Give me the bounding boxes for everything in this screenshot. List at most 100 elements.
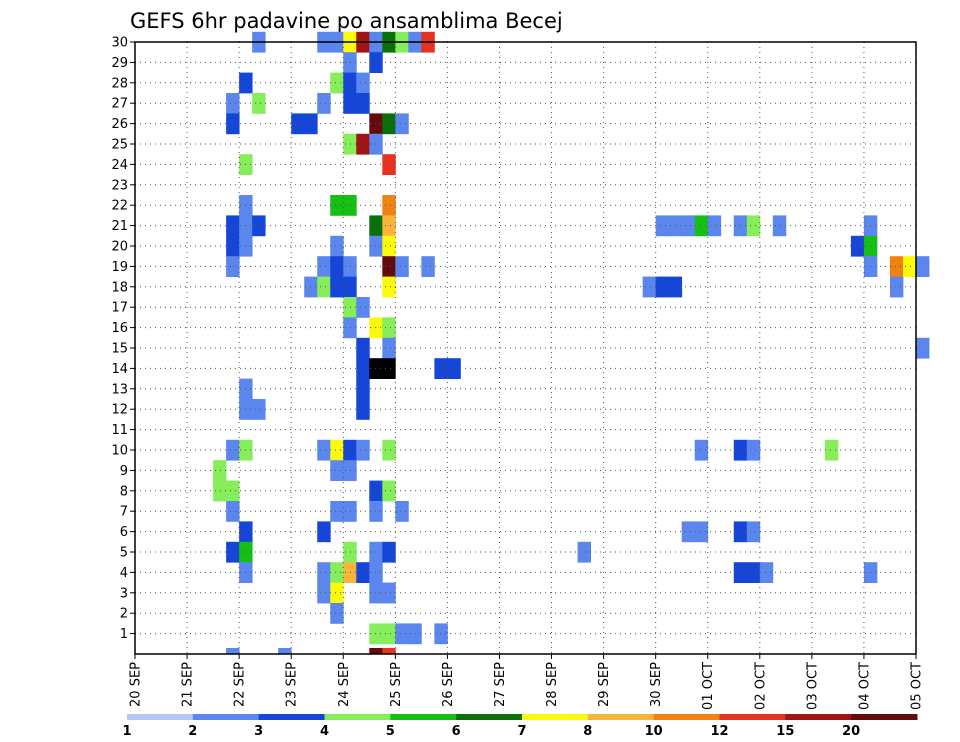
heatmap-cell	[226, 235, 240, 257]
x-tick-label: 21 SEP	[181, 662, 196, 707]
colorbar-label: 15	[776, 724, 794, 739]
heatmap-cell	[694, 521, 709, 543]
heatmap-cell	[356, 297, 370, 318]
heatmap-cell	[395, 256, 409, 277]
heatmap-cell	[369, 623, 383, 645]
colorbar-swatch	[851, 714, 918, 720]
y-tick-label: 26	[111, 117, 128, 132]
heatmap-cell	[252, 215, 266, 237]
y-tick-label: 25	[111, 138, 128, 153]
y-tick-label: 3	[120, 586, 128, 601]
heatmap-cell	[369, 541, 383, 563]
y-tick-label: 2	[120, 607, 128, 622]
x-tick-label: 23 SEP	[285, 662, 300, 707]
colorbar-swatch	[653, 714, 720, 720]
heatmap-cell	[356, 562, 370, 583]
heatmap-cell	[343, 276, 357, 298]
heatmap-cell	[330, 235, 344, 257]
heatmap-cell	[226, 648, 240, 655]
heatmap-cell	[369, 133, 383, 155]
heatmap-cell	[213, 480, 227, 502]
heatmap-cell	[382, 358, 396, 379]
heatmap-cell	[772, 215, 787, 237]
heatmap-cell	[421, 256, 435, 277]
heatmap-cell	[343, 72, 357, 94]
heatmap-cell	[278, 648, 292, 655]
x-tick-label: 01 OCT	[701, 662, 716, 710]
colorbar-swatch	[522, 714, 589, 720]
axis-layer: 1234567891011121314151617181920212223242…	[111, 36, 924, 710]
heatmap-cell	[369, 562, 383, 583]
colorbar-label: 20	[842, 724, 860, 739]
heatmap-cell	[213, 460, 227, 481]
heatmap-cell	[343, 460, 357, 481]
heatmap-cell	[356, 358, 370, 379]
colorbar-label: 3	[254, 724, 263, 739]
heatmap-cell	[850, 235, 865, 257]
colorbar-label: 4	[320, 724, 329, 739]
colorbar-swatch	[719, 714, 786, 720]
heatmap-cell	[382, 439, 396, 461]
heatmap-cell	[681, 521, 696, 543]
heatmap-cell	[343, 439, 357, 461]
heatmap-cell	[642, 276, 657, 298]
y-tick-label: 10	[111, 444, 128, 459]
colorbar-swatch	[390, 714, 457, 720]
heatmap-cell	[356, 72, 370, 94]
y-tick-label: 7	[120, 505, 128, 520]
colorbar-swatch	[192, 714, 260, 720]
heatmap-cell	[369, 113, 383, 135]
heatmap-cell	[746, 521, 761, 543]
y-tick-label: 18	[111, 280, 128, 295]
colorbar-swatch	[456, 714, 523, 720]
heatmap-cell	[655, 215, 670, 237]
heatmap-cell	[317, 439, 331, 461]
y-tick-label: 16	[111, 321, 128, 336]
y-tick-label: 15	[111, 342, 128, 357]
heatmap-cell	[369, 317, 383, 339]
x-tick-label: 04 OCT	[857, 662, 872, 710]
heatmap-cell	[395, 501, 409, 522]
heatmap-cell	[369, 582, 383, 604]
heatmap-cell	[694, 215, 709, 237]
y-tick-label: 21	[111, 219, 128, 234]
heatmap-cell	[382, 256, 396, 277]
heatmap-cell	[577, 541, 591, 563]
heatmap-cell	[916, 337, 930, 359]
y-tick-label: 24	[111, 158, 128, 173]
y-tick-label: 22	[111, 199, 128, 214]
heatmap-cell	[330, 501, 344, 522]
heatmap-cell	[343, 501, 357, 522]
heatmap-cell	[226, 541, 240, 563]
colorbar-label: 10	[645, 724, 663, 739]
heatmap-cell	[382, 276, 396, 298]
heatmap-cell	[382, 195, 396, 216]
heatmap-cell	[226, 93, 240, 114]
x-tick-label: 26 SEP	[441, 662, 456, 707]
y-tick-label: 8	[120, 484, 128, 499]
heatmap-cell	[889, 276, 904, 298]
heatmap-cell	[356, 133, 370, 155]
cells-layer	[213, 31, 930, 655]
heatmap-cell	[369, 52, 383, 73]
heatmap-cell	[343, 133, 357, 155]
heatmap-cell	[252, 93, 266, 114]
heatmap-cell	[330, 603, 344, 624]
heatmap-cell	[694, 439, 709, 461]
heatmap-cell	[382, 337, 396, 359]
heatmap-cell	[343, 52, 357, 73]
heatmap-cell	[330, 276, 344, 298]
x-tick-label: 30 SEP	[649, 662, 664, 707]
colorbar-swatch	[324, 714, 391, 720]
y-tick-label: 29	[111, 56, 128, 71]
heatmap-cell	[382, 317, 396, 339]
heatmap-cell	[317, 276, 331, 298]
colorbar-label: 8	[583, 724, 592, 739]
heatmap-cell	[746, 215, 761, 237]
heatmap-cell	[382, 215, 396, 237]
colorbar-swatch	[785, 714, 852, 720]
heatmap-cell	[382, 541, 396, 563]
heatmap-cell	[330, 256, 344, 277]
x-tick-label: 24 SEP	[337, 662, 352, 707]
